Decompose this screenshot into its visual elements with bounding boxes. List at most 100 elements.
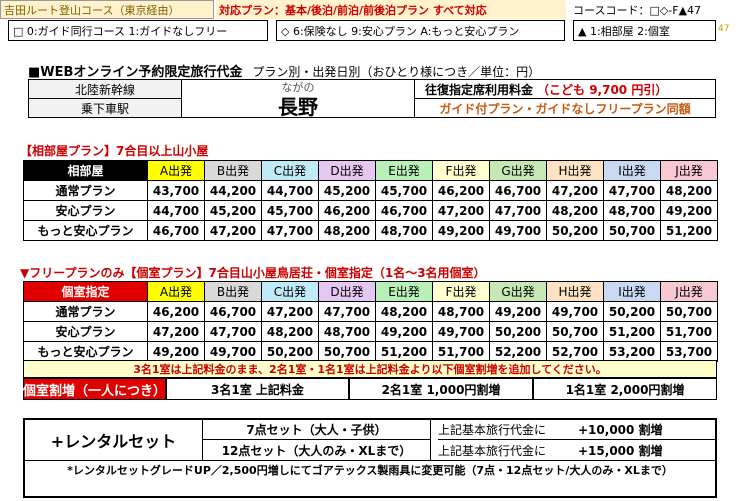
price-cell: 48,700 <box>318 321 376 342</box>
price-cell: 52,200 <box>489 341 547 362</box>
price-cell: 44,200 <box>204 180 262 201</box>
price-cell: 51,200 <box>660 220 718 241</box>
price-cell: 44,700 <box>147 200 205 221</box>
page-number: 47 <box>718 24 730 34</box>
price-cell: 48,200 <box>261 321 319 342</box>
price-cell: 49,200 <box>489 301 547 322</box>
departure-header: I出発 <box>603 160 661 181</box>
plan-label: もっと安心プラン <box>23 220 148 241</box>
table-header-row: 個室指定 A出発 B出発 C出発 D出発 E出発 F出発 G出発 H出発 I出発… <box>23 281 718 302</box>
price-cell: 47,200 <box>147 321 205 342</box>
rental-set-name: 7点セット（大人・子供） <box>203 420 431 440</box>
table-row: 安心プラン 47,200 47,700 48,200 48,700 49,200… <box>23 321 718 342</box>
surcharge-cell: 1名1室 2,000円割増 <box>533 378 717 400</box>
departure-header: H出発 <box>546 160 604 181</box>
station-label: 乗下車駅 <box>28 98 182 118</box>
rental-desc: 上記基本旅行代金に <box>438 420 578 440</box>
fare-row: 往復指定席利用料金 （こども 9,700 円引） <box>414 79 716 99</box>
price-cell: 51,700 <box>660 321 718 342</box>
table-header-room: 相部屋 <box>23 160 148 181</box>
price-cell: 46,700 <box>147 220 205 241</box>
price-cell: 49,200 <box>375 321 433 342</box>
rental-label: +レンタルセット <box>25 420 203 460</box>
page-title: ■WEBオンライン予約限定旅行代金 プラン別・出発日別（おひとり様につき／単位：円… <box>28 61 540 80</box>
departure-header: E出発 <box>375 160 433 181</box>
price-cell: 51,200 <box>603 321 661 342</box>
departure-header: B出発 <box>204 281 262 302</box>
price-cell: 46,200 <box>318 200 376 221</box>
destination-name: 長野 <box>278 95 318 119</box>
price-cell: 50,700 <box>603 220 661 241</box>
rental-note: *レンタルセットグレードUP／2,500円増しにてゴアテックス製雨具に変更可能（… <box>25 460 715 479</box>
departure-header: D出発 <box>318 160 376 181</box>
price-cell: 51,200 <box>375 341 433 362</box>
plan-label: 通常プラン <box>23 180 148 201</box>
surcharge-label: 個室割増（一人につき） <box>23 378 166 400</box>
private-notice: 3名1室は上記料金のまま、2名1室・1名1室は上記料金より以下個室割増を追加して… <box>23 360 717 378</box>
price-cell: 49,700 <box>204 341 262 362</box>
departure-header: H出発 <box>546 281 604 302</box>
rental-set-name: 12点セット（大人のみ・XLまで） <box>203 440 431 460</box>
child-fare: （こども 9,700 円引） <box>537 82 668 97</box>
price-cell: 47,200 <box>204 220 262 241</box>
rental-desc: 上記基本旅行代金に <box>438 443 547 458</box>
surcharge-cell: 2名1室 1,000円割増 <box>349 378 533 400</box>
legend-bar: □ 0:ガイド同行コース 1:ガイドなしフリー ◇ 6:保険なし 9:安心プラン… <box>0 20 716 41</box>
price-cell: 49,700 <box>432 321 490 342</box>
price-cell: 53,700 <box>660 341 718 362</box>
departure-header: F出発 <box>432 160 490 181</box>
destination-reading: ながの <box>281 81 315 94</box>
rental-box <box>23 418 717 498</box>
title-main: ■WEBオンライン予約限定旅行代金 <box>28 65 243 80</box>
departure-header: C出発 <box>261 160 319 181</box>
price-cell: 48,700 <box>375 220 433 241</box>
departure-header: G出発 <box>489 160 547 181</box>
departure-header: A出発 <box>147 160 205 181</box>
departure-header: C出発 <box>261 281 319 302</box>
price-cell: 50,700 <box>660 301 718 322</box>
price-cell: 53,200 <box>603 341 661 362</box>
price-cell: 46,700 <box>375 200 433 221</box>
departure-header: B出発 <box>204 160 262 181</box>
fare-label: 往復指定席利用料金 <box>425 82 534 97</box>
rental-amount: +15,000 割増 <box>578 443 663 458</box>
price-cell: 46,200 <box>147 301 205 322</box>
price-cell: 46,200 <box>432 180 490 201</box>
plan-label: 安心プラン <box>23 321 148 342</box>
price-cell: 44,700 <box>261 180 319 201</box>
price-cell: 50,200 <box>261 341 319 362</box>
price-cell: 47,200 <box>546 180 604 201</box>
price-cell: 47,200 <box>432 200 490 221</box>
legend-room: ▲ 1:相部屋 2:個室 <box>573 20 716 41</box>
departure-header: G出発 <box>489 281 547 302</box>
price-cell: 50,200 <box>603 301 661 322</box>
price-cell: 47,700 <box>489 200 547 221</box>
price-cell: 49,200 <box>432 220 490 241</box>
price-cell: 49,200 <box>660 200 718 221</box>
top-banner: 吉田ルート登山コース（東京経由） 対応プラン：基本/後泊/前泊/前後泊プラン す… <box>0 0 739 19</box>
plan-label: 通常プラン <box>23 301 148 322</box>
title-sub: プラン別・出発日別（おひとり様につき／単位：円） <box>252 65 541 79</box>
departure-header: I出発 <box>603 281 661 302</box>
price-cell: 50,200 <box>489 321 547 342</box>
price-cell: 48,200 <box>318 220 376 241</box>
private-section-title: ▼フリープランのみ【個室プラン】7合目山小屋鳥居荘・個室指定（1名～3名用個室） <box>20 266 486 280</box>
price-cell: 45,700 <box>261 200 319 221</box>
plan-label: 安心プラン <box>23 200 148 221</box>
price-cell: 47,700 <box>603 180 661 201</box>
price-cell: 48,700 <box>603 200 661 221</box>
route-label: 吉田ルート登山コース（東京経由） <box>0 0 214 19</box>
surcharge-cell: 3名1室 上記料金 <box>166 378 349 400</box>
price-cell: 52,700 <box>546 341 604 362</box>
plan-label: もっと安心プラン <box>23 341 148 362</box>
private-price-table: 個室指定 A出発 B出発 C出発 D出発 E出発 F出発 G出発 H出発 I出発… <box>23 281 718 362</box>
rental-amount: +10,000 割増 <box>578 420 715 440</box>
table-row: 通常プラン 43,700 44,200 44,700 45,200 45,700… <box>23 180 718 201</box>
price-cell: 48,700 <box>432 301 490 322</box>
table-header-room: 個室指定 <box>23 281 148 302</box>
price-cell: 47,200 <box>261 301 319 322</box>
price-cell: 49,200 <box>147 341 205 362</box>
departure-header: F出発 <box>432 281 490 302</box>
departure-header: J出発 <box>660 281 718 302</box>
price-cell: 48,200 <box>660 180 718 201</box>
